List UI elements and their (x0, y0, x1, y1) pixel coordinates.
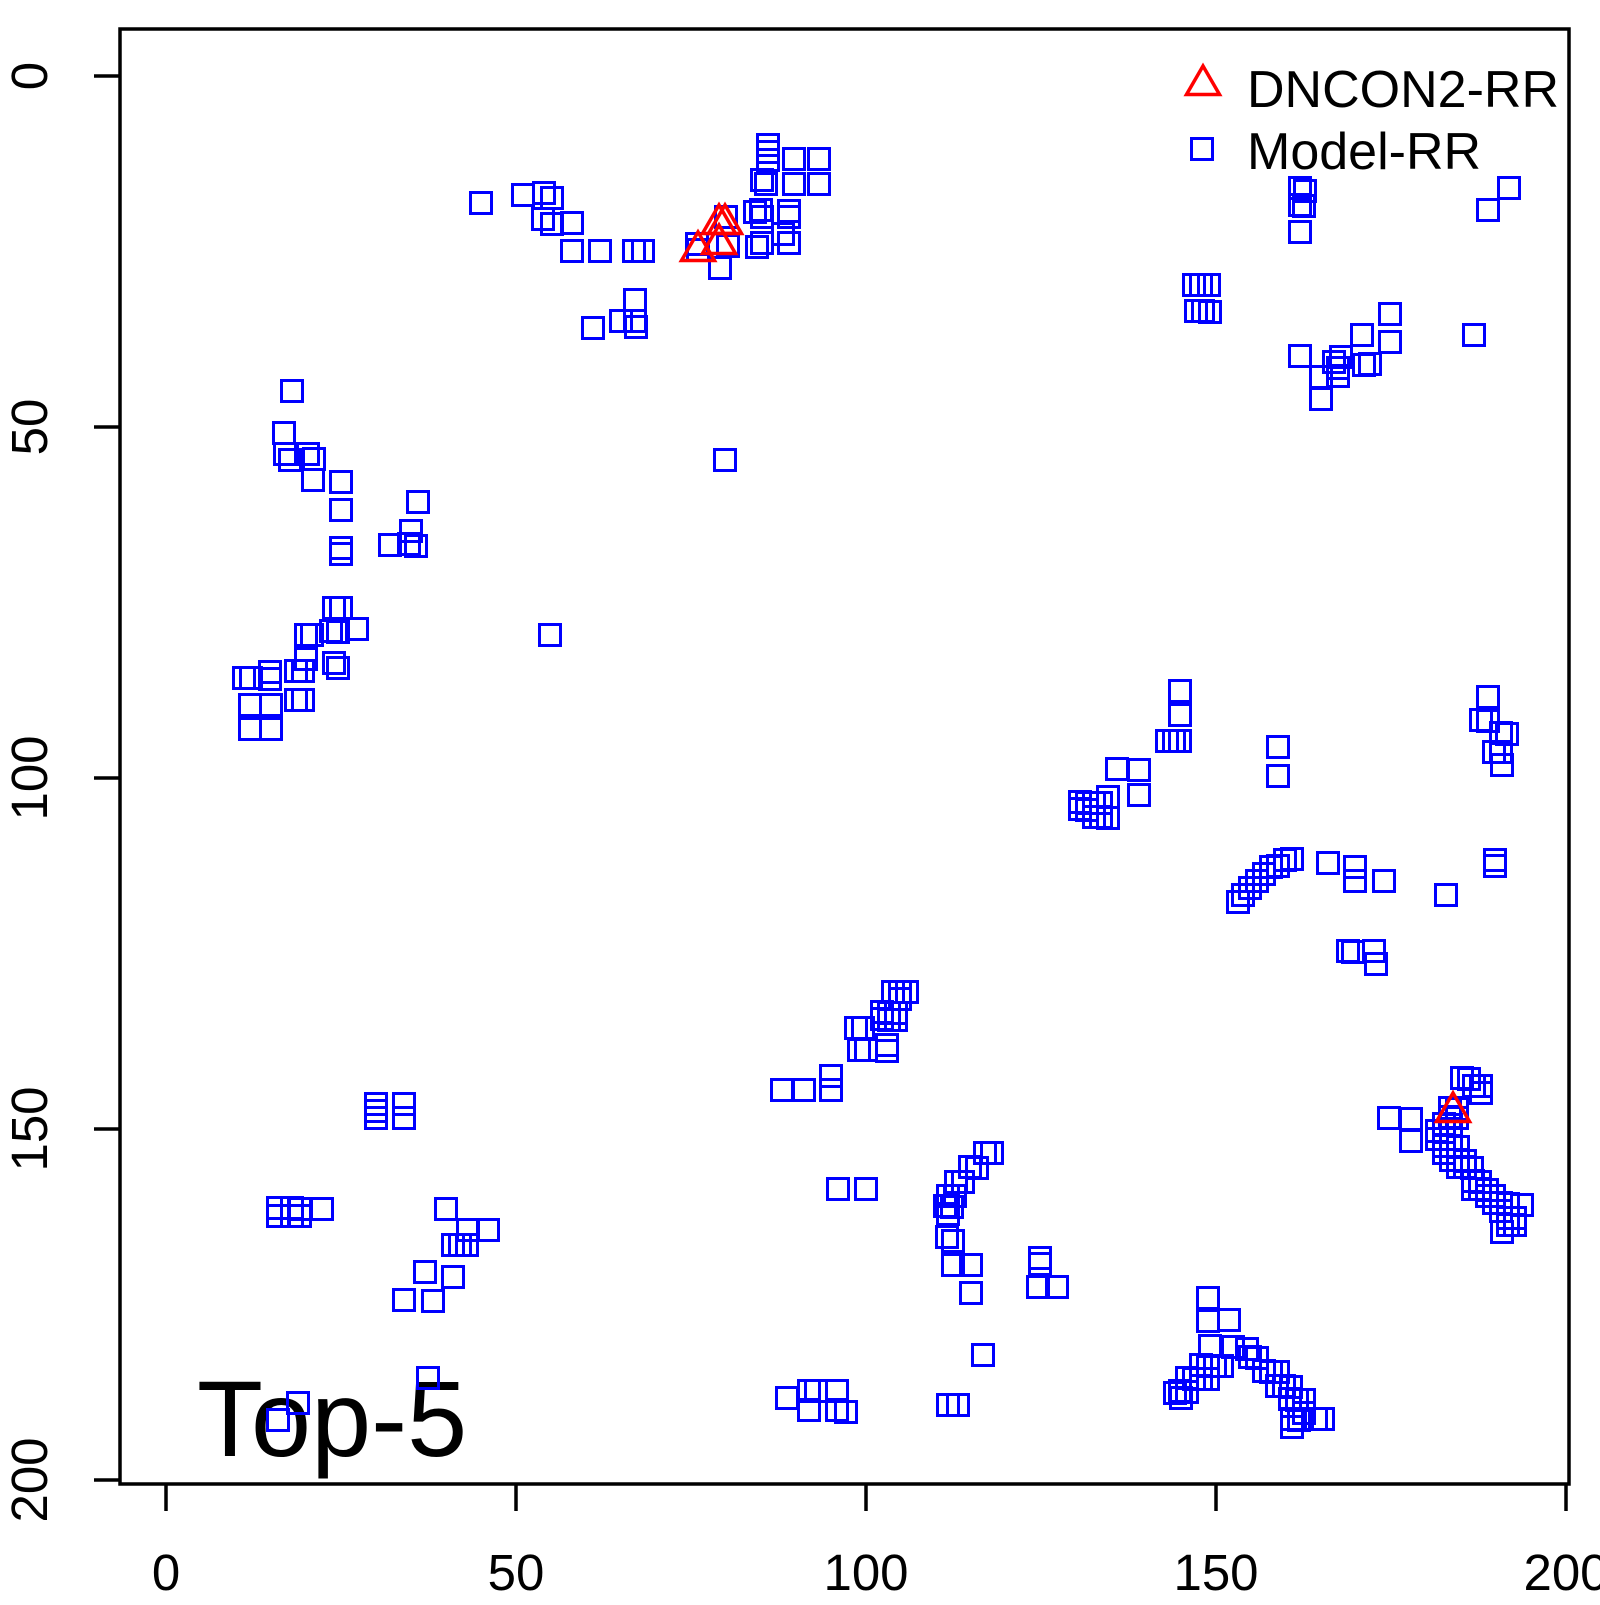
svg-text:200: 200 (1523, 1544, 1600, 1600)
svg-text:0: 0 (152, 1544, 180, 1600)
svg-text:100: 100 (823, 1544, 908, 1600)
svg-text:Model-RR: Model-RR (1247, 123, 1481, 181)
svg-text:100: 100 (1, 735, 58, 820)
svg-text:DNCON2-RR: DNCON2-RR (1247, 61, 1559, 119)
svg-text:150: 150 (1, 1086, 58, 1171)
svg-text:Top-5: Top-5 (197, 1358, 467, 1479)
svg-text:200: 200 (1, 1437, 58, 1522)
svg-text:50: 50 (1, 399, 58, 456)
svg-text:150: 150 (1173, 1544, 1258, 1600)
svg-text:50: 50 (488, 1544, 545, 1600)
svg-text:0: 0 (1, 62, 58, 90)
